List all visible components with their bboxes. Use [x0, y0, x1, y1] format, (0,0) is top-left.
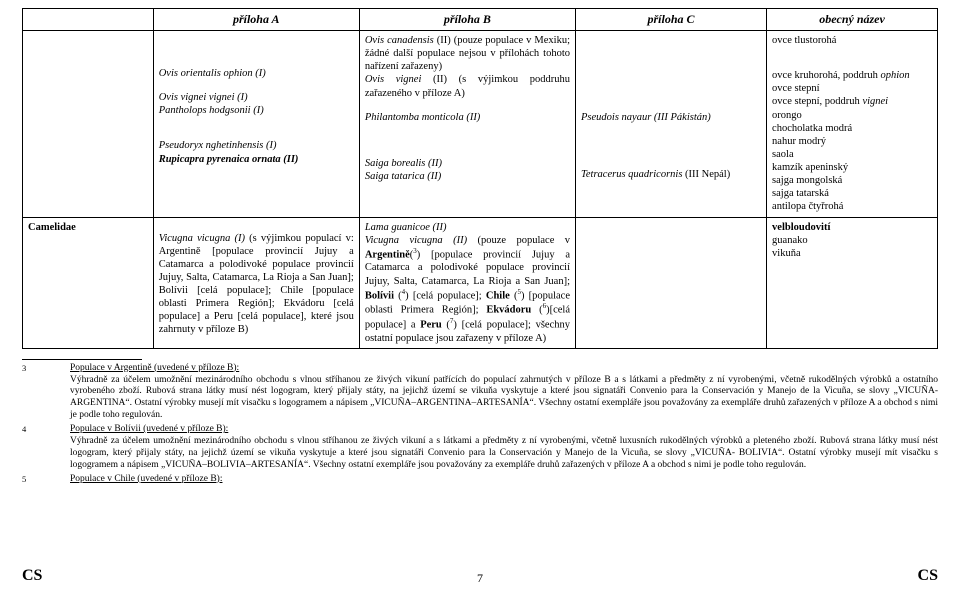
species: Vicugna vicugna (II): [365, 235, 478, 246]
species: Lama guanicoe (II): [365, 221, 570, 234]
th-priloha-c: příloha C: [576, 9, 767, 31]
txt: Ekvádoru: [486, 305, 531, 316]
footnote-num: 4: [22, 424, 70, 472]
txt: Chile: [486, 290, 510, 301]
common-name: guanako: [772, 234, 932, 247]
species: Pantholops hodgsonii (I): [159, 104, 354, 117]
common-name: sajga mongolská: [772, 174, 932, 187]
footnote-num: 3: [22, 363, 70, 422]
common-name: vikuňa: [772, 247, 932, 260]
cell-priloha-c: [576, 217, 767, 348]
th-priloha-a: příloha A: [153, 9, 359, 31]
footnote-rule: [22, 359, 142, 360]
row-label: Camelidae: [23, 217, 154, 348]
page-number: 7: [477, 571, 483, 586]
common-name: sajga tatarská: [772, 187, 932, 200]
cell-priloha-b: Ovis canadensis Ovis canadensis (II) (po…: [359, 31, 575, 218]
footnote-title: Populace v Chile (uvedené v příloze B):: [70, 474, 222, 484]
txt: ) [celá populace];: [405, 290, 486, 301]
species: Ovis vignei vignei (I): [159, 91, 354, 104]
common-name: ovce stepní: [772, 82, 932, 95]
cell-obecny-nazev: ovce tlustorohá ovce kruhorohá, poddruh …: [767, 31, 938, 218]
row-label: [23, 31, 154, 218]
species: Ovis orientalis ophion (I): [159, 67, 354, 80]
cell-priloha-a: Vicugna vicugna (I) (s výjimkou populací…: [153, 217, 359, 348]
txt: (pouze populace v: [477, 235, 570, 246]
table-row: Camelidae Vicugna vicugna (I) (s výjimko…: [23, 217, 938, 348]
appendix-table: příloha A příloha B příloha C obecný náz…: [22, 8, 938, 349]
common-name: nahur modrý: [772, 135, 932, 148]
species: Pseudoryx nghetinhensis (I): [159, 139, 354, 152]
footer-right: CS: [918, 566, 938, 586]
common-name: saola: [772, 148, 932, 161]
common-name: orongo: [772, 109, 932, 122]
cell-priloha-c: Pseudois nayaur (III Pákistán) Tetraceru…: [576, 31, 767, 218]
common-name: ovce tlustorohá: [772, 34, 932, 47]
note: (s výjimkou populací v: Argentině [popul…: [159, 233, 354, 336]
family-name: velbloudovití: [772, 222, 830, 233]
species: Saiga borealis (II): [365, 157, 570, 170]
footnote-title: Populace v Bolívii (uvedené v příloze B)…: [70, 424, 228, 434]
species: Pseudois nayaur (III Pákistán): [581, 111, 761, 124]
common-name: chocholatka modrá: [772, 122, 932, 135]
th-obecny-nazev: obecný název: [767, 9, 938, 31]
footnote-text: Výhradně za účelem umožnění mezinárodníh…: [70, 375, 938, 421]
txt: Peru: [420, 319, 442, 330]
species: Vicugna vicugna (I): [159, 233, 245, 244]
cell-obecny-nazev: velbloudovití guanako vikuňa: [767, 217, 938, 348]
th-priloha-b: příloha B: [359, 9, 575, 31]
footnote-num: 5: [22, 474, 70, 486]
th-blank: [23, 9, 154, 31]
footer-left: CS: [22, 566, 42, 586]
table-row: Ovis orientalis ophion (I) Ovis vignei v…: [23, 31, 938, 218]
species: Saiga tatarica (II): [365, 170, 570, 183]
species: Philantomba monticola (II): [365, 111, 570, 124]
footnote-title: Populace v Argentině (uvedené v příloze …: [70, 363, 239, 373]
footnotes: 3 Populace v Argentině (uvedené v příloz…: [0, 363, 960, 486]
cell-priloha-a: Ovis orientalis ophion (I) Ovis vignei v…: [153, 31, 359, 218]
common-name: antilopa čtyřrohá: [772, 200, 932, 213]
txt: Argentině: [365, 249, 410, 260]
footnote-text: Výhradně za účelem umožnění mezinárodníh…: [70, 436, 938, 470]
cell-priloha-b: Lama guanicoe (II) Vicugna vicugna (II) …: [359, 217, 575, 348]
common-name: kamzík apeninský: [772, 161, 932, 174]
txt: Bolívii: [365, 290, 394, 301]
species: Rupicapra pyrenaica ornata (II): [159, 154, 299, 165]
page-footer: CS 7 CS: [0, 566, 960, 586]
